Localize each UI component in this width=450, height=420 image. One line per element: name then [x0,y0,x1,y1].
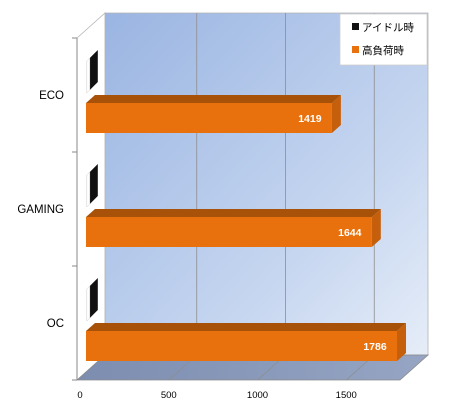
bar-load-top [86,323,407,331]
legend-item-idle: アイドル時 [352,22,414,34]
x-tick-label: 500 [161,390,177,401]
data-label: 1786 [363,341,387,353]
bar-load [86,217,372,247]
category-labels: ECO GAMING OC [17,90,64,330]
bar-idle-face [86,285,91,322]
category-label: GAMING [17,204,64,216]
bar-idle [89,50,98,90]
data-label: 1419 [298,113,322,125]
bar-idle [89,278,98,318]
bar-idle [89,164,98,204]
legend: アイドル時 高負荷時 [339,13,428,66]
legend-box [339,13,428,66]
category-label: OC [47,318,64,330]
legend-item-load: 高負荷時 [352,44,404,57]
data-label: 1644 [338,227,362,239]
y-axis-ticks [72,37,77,381]
bar-load [86,103,332,133]
legend-label-load: 高負荷時 [362,44,404,57]
legend-label-idle: アイドル時 [362,22,414,34]
legend-swatch-load [352,46,359,53]
bar-load-end [371,209,381,247]
x-tick-labels: 0 500 1000 1500 [77,390,356,401]
x-tick-label: 0 [77,390,82,401]
data-labels: 1419 1644 1786 [298,113,387,353]
bar-idle-face [86,171,91,208]
plot-floor [75,354,430,381]
bar-load-end [397,323,407,361]
legend-swatch-idle [352,23,359,30]
bar-load [86,331,398,361]
bar-load-end [331,95,341,133]
bar-load-top [86,209,381,217]
bar-load-top [86,95,341,103]
bar-idle-face [86,57,91,94]
bars [86,50,407,361]
category-label: ECO [39,90,64,102]
x-tick-label: 1500 [336,390,357,401]
x-tick-label: 1000 [247,390,268,401]
